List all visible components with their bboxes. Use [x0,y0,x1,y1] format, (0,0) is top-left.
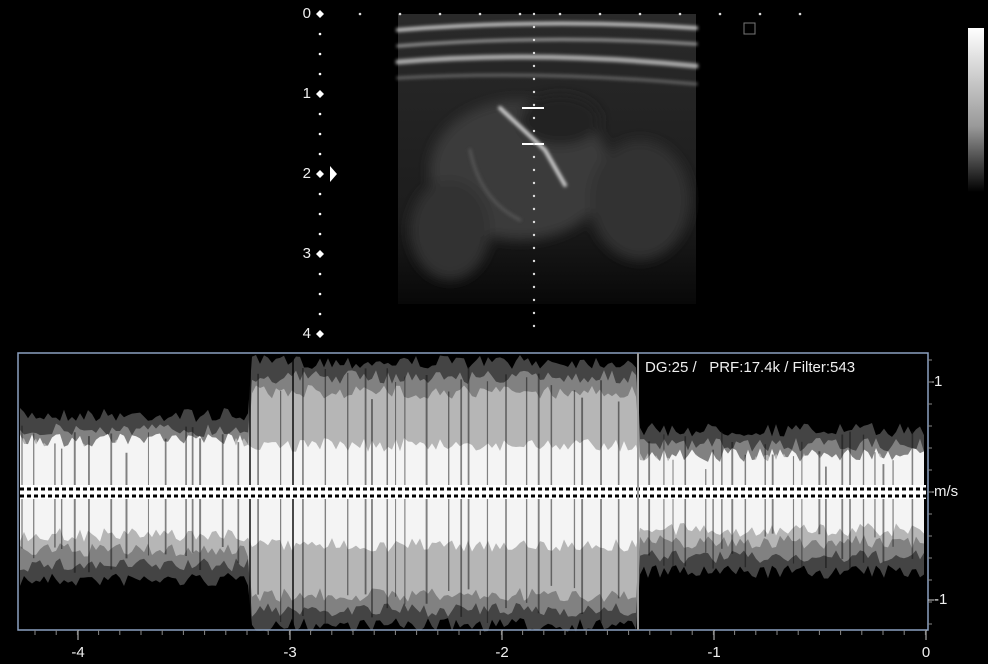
sample-line-dot [533,169,535,171]
grayscale-bar [968,28,984,192]
velocity-label: 1 [934,373,942,390]
sample-line-dot [533,13,535,15]
scan-dot [439,13,442,16]
velocity-label: m/s [934,483,958,500]
sample-line-dot [533,91,535,93]
sample-line-dot [533,26,535,28]
sample-line-dot [533,130,535,132]
depth-label: 0 [303,5,311,22]
scan-dot [559,13,562,16]
depth-dot [319,133,322,136]
time-label: -2 [495,644,508,661]
depth-dot [319,33,322,36]
sample-line-dot [533,65,535,67]
sample-line-dot [533,247,535,249]
depth-dot [319,73,322,76]
scan-dot [599,13,602,16]
time-label: -1 [707,644,720,661]
sample-line-dot [533,52,535,54]
depth-dot [319,213,322,216]
depth-label: 2 [303,165,311,182]
sample-line-dot [533,260,535,262]
doppler-info: DG:25 / PRF:17.4k / Filter:543 [645,359,855,376]
scan-dot [719,13,722,16]
depth-dot [319,113,322,116]
time-label: -3 [283,644,296,661]
scan-dot [479,13,482,16]
sample-line-dot [533,286,535,288]
sample-line-dot [533,78,535,80]
scan-dot [399,13,402,16]
depth-dot [319,53,322,56]
sample-line-dot [533,156,535,158]
scan-dot [519,13,522,16]
velocity-label: -1 [934,591,947,608]
depth-label: 3 [303,245,311,262]
scan-dot [759,13,762,16]
sample-line-dot [533,208,535,210]
sample-line-dot [533,325,535,327]
sample-line-dot [533,104,535,106]
sample-line-dot [533,143,535,145]
depth-dot [319,313,322,316]
scan-dot [359,13,362,16]
sample-line-dot [533,234,535,236]
sample-line-dot [533,312,535,314]
ultrasound-screen: DG:25 / PRF:17.4k / Filter:543 0 1 2 3 4 1 m/s… [0,0,988,664]
depth-dot [319,153,322,156]
sample-line-dot [533,117,535,119]
depth-label: 4 [303,325,311,342]
b-mode-image [398,14,696,304]
sample-line-dot [533,195,535,197]
sample-line-dot [533,273,535,275]
scan-dot [639,13,642,16]
sample-line-dot [533,39,535,41]
scan-dot [679,13,682,16]
depth-dot [319,273,322,276]
depth-dot [319,233,322,236]
sample-line-dot [533,299,535,301]
sample-line-dot [533,182,535,184]
sample-line-dot [533,221,535,223]
time-label: -4 [71,644,84,661]
depth-dot [319,193,322,196]
time-label: 0 [922,644,930,661]
depth-dot [319,293,322,296]
scan-dot [799,13,802,16]
page: DG:25 / PRF:17.4k / Filter:543 0 1 2 3 4 1 m/s… [0,0,988,664]
depth-label: 1 [303,85,311,102]
